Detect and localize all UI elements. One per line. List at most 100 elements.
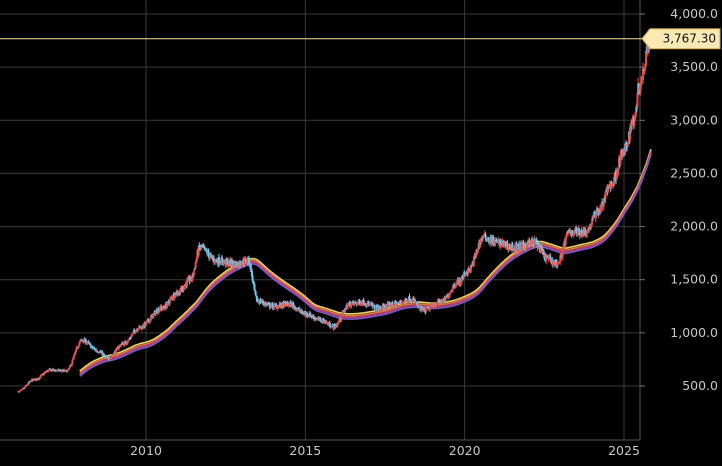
candle-body — [138, 326, 141, 328]
candle-body — [556, 265, 559, 267]
candle-body — [208, 253, 211, 259]
candle-body — [435, 304, 438, 306]
candle-body — [633, 122, 636, 126]
candle-body — [535, 241, 538, 244]
moving-average-line — [79, 152, 652, 376]
candle-body — [132, 330, 135, 333]
candle-body — [72, 356, 75, 359]
candle-body — [173, 296, 176, 299]
candle-body — [548, 256, 551, 258]
candle-body — [227, 264, 230, 266]
candle-body — [412, 298, 415, 301]
candle-body — [147, 319, 150, 322]
candle-body — [208, 256, 211, 259]
candle-body — [222, 260, 225, 264]
candle-body — [485, 238, 488, 240]
candle-body — [86, 342, 89, 344]
candle-body — [522, 241, 525, 246]
candle-body — [436, 303, 439, 306]
candle-body — [559, 255, 562, 262]
candle-body — [158, 309, 161, 313]
candle-body — [616, 171, 619, 178]
candle-body — [584, 229, 587, 237]
candle-body — [103, 354, 106, 356]
candle-body — [166, 301, 169, 306]
candle-body — [577, 230, 580, 236]
candle-body — [232, 260, 235, 264]
candle-body — [298, 308, 301, 311]
y-tick-label: 1,500.0 — [670, 272, 718, 287]
last-price-line-group: 3,767.30 — [0, 28, 721, 50]
candle-body — [350, 302, 353, 305]
candle-body — [254, 291, 257, 296]
candle-body — [564, 238, 567, 245]
candle-body — [515, 243, 518, 245]
candle-body — [624, 144, 627, 152]
candle-body — [353, 302, 356, 305]
candle-body — [176, 291, 179, 295]
candle-body — [133, 330, 136, 332]
candle-body — [312, 315, 315, 318]
candle-body — [165, 305, 168, 309]
candle-body — [379, 306, 382, 308]
candle-body — [604, 191, 607, 199]
candle-body — [168, 299, 171, 304]
candle-body — [142, 327, 145, 329]
candle-body — [119, 345, 122, 347]
candle-body — [467, 268, 470, 270]
candle-body — [40, 374, 43, 376]
candle-body — [589, 225, 592, 229]
candle-body — [110, 356, 113, 358]
candle-body — [542, 251, 545, 253]
candle-body — [209, 255, 212, 258]
candle-body — [619, 150, 622, 161]
candle-body — [631, 120, 634, 126]
candle-body — [141, 326, 144, 328]
candle-body — [432, 305, 435, 307]
candle-body — [461, 275, 464, 279]
candle-body — [331, 324, 334, 326]
candle-body — [130, 335, 133, 338]
candle-body — [403, 301, 406, 303]
candle-body — [127, 339, 130, 342]
candle-body — [73, 353, 76, 355]
candle-body — [634, 117, 637, 121]
candle-body — [60, 371, 63, 373]
moving-average-lines — [79, 149, 652, 377]
candle-body — [310, 315, 313, 317]
candle-body — [225, 258, 228, 266]
candle-body — [526, 245, 529, 248]
candle-body — [114, 348, 117, 354]
moving-average-line — [79, 154, 652, 377]
candle-body — [372, 304, 375, 306]
candle-body — [623, 148, 626, 153]
candle-body — [49, 368, 52, 370]
candle-body — [411, 298, 414, 302]
candle-body — [117, 348, 120, 350]
candle-body — [160, 307, 163, 310]
candle-body — [599, 207, 602, 212]
candle-body — [255, 296, 258, 302]
candle-body — [163, 307, 166, 309]
candle-body — [459, 278, 462, 286]
candle-body — [338, 321, 341, 323]
candle-body — [401, 302, 404, 304]
candle-body — [608, 184, 611, 189]
candle-body — [268, 303, 271, 308]
candle-body — [452, 285, 455, 290]
candle-body — [43, 372, 46, 375]
candle-body — [451, 290, 454, 292]
candle-body — [327, 322, 330, 325]
candle-body — [27, 382, 30, 384]
candle-body — [637, 83, 640, 92]
candle-body — [346, 305, 349, 310]
candle-body — [585, 234, 588, 236]
candle-body — [56, 370, 59, 372]
candle-body — [126, 343, 129, 345]
candle-body — [309, 312, 312, 317]
candle-body — [524, 243, 527, 249]
candle-body — [388, 302, 391, 304]
candle-body — [71, 359, 74, 364]
candle-body — [19, 390, 22, 392]
